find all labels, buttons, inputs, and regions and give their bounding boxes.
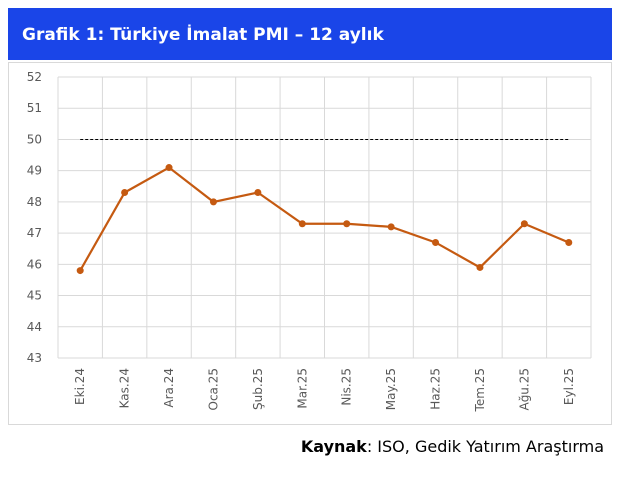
y-tick-label: 46: [27, 257, 42, 271]
x-tick-label: Kas.24: [118, 368, 132, 408]
x-tick-label: Haz.25: [429, 368, 443, 410]
point: [76, 267, 84, 275]
x-tick-label: Tem.25: [473, 368, 487, 412]
x-tick-label: Eki.24: [73, 368, 87, 405]
y-tick-label: 51: [27, 101, 42, 115]
series-line: [79, 166, 570, 272]
source-text: : ISO, Gedik Yatırım Araştırma: [367, 437, 604, 456]
x-tick-label: Eyl.25: [562, 368, 576, 405]
x-tick-label: May.25: [384, 368, 398, 410]
x-tick-label: Nis.25: [340, 368, 354, 406]
y-tick-label: 52: [27, 70, 42, 84]
source-label: Kaynak: [301, 437, 367, 456]
point: [121, 189, 129, 197]
y-tick-label: 44: [27, 320, 42, 334]
point: [565, 238, 573, 246]
point: [432, 238, 440, 246]
point: [165, 164, 173, 172]
chart-title: Grafik 1: Türkiye İmalat PMI – 12 aylık: [22, 23, 384, 45]
point: [209, 198, 217, 206]
point: [476, 263, 484, 271]
y-tick-label: 47: [27, 226, 42, 240]
y-tick-label: 48: [27, 195, 42, 209]
x-tick-label: Ara.24: [162, 368, 176, 408]
point: [298, 220, 306, 228]
y-tick-label: 50: [27, 132, 42, 146]
y-tick-label: 49: [27, 164, 42, 178]
x-tick-label: Şub.25: [251, 368, 265, 410]
point: [387, 223, 395, 231]
source: Kaynak: ISO, Gedik Yatırım Araştırma: [301, 437, 604, 456]
point: [520, 220, 528, 228]
y-tick-label: 45: [27, 289, 42, 303]
x-tick-label: Oca.25: [206, 368, 220, 410]
chart-frame: [8, 62, 612, 425]
point: [254, 189, 262, 197]
x-tick-label: Mar.25: [295, 368, 309, 409]
point: [343, 220, 351, 228]
x-tick-label: Ağu.25: [517, 368, 531, 411]
y-tick-label: 43: [27, 351, 42, 365]
title-bar: [8, 8, 612, 60]
